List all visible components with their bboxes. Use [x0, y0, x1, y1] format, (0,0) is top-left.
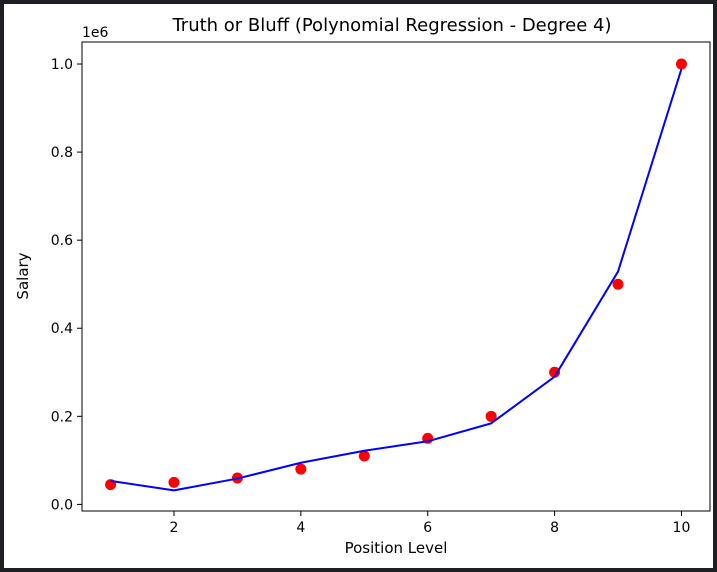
plot-frame [81, 41, 711, 512]
scatter-point [358, 450, 370, 462]
scatter-point [485, 410, 497, 422]
x-tick-label: 2 [170, 520, 179, 536]
x-tick-label: 8 [550, 520, 559, 536]
scatter-point [168, 476, 180, 488]
x-tick-label: 4 [296, 520, 305, 536]
scatter-point [612, 278, 624, 290]
y-offset-label: 1e6 [82, 25, 109, 41]
scatter-point [549, 366, 561, 378]
chart-figure: Truth or Bluff (Polynomial Regression - … [4, 4, 713, 568]
y-tick-label: 0.0 [51, 497, 73, 513]
scatter-point [295, 463, 307, 475]
x-tick-label: 6 [423, 520, 432, 536]
y-tick-label: 0.2 [51, 409, 73, 425]
y-tick-label: 0.4 [51, 321, 73, 337]
scatter-point [675, 58, 687, 70]
x-axis-ticks: 2 4 6 8 10 [170, 511, 691, 536]
x-axis-label: Position Level [345, 539, 448, 557]
y-axis-ticks: 0.0 0.2 0.4 0.6 0.8 1.0 [51, 57, 82, 513]
x-tick-label: 10 [673, 520, 691, 536]
y-tick-label: 0.6 [51, 233, 73, 249]
chart-svg: Truth or Bluff (Polynomial Regression - … [14, 15, 711, 557]
y-axis-label: Salary [14, 252, 32, 299]
chart-title: Truth or Bluff (Polynomial Regression - … [171, 15, 611, 36]
y-tick-label: 0.8 [51, 145, 73, 161]
regression-line [110, 68, 683, 492]
y-tick-label: 1.0 [51, 57, 73, 73]
plot-marks [105, 58, 687, 492]
